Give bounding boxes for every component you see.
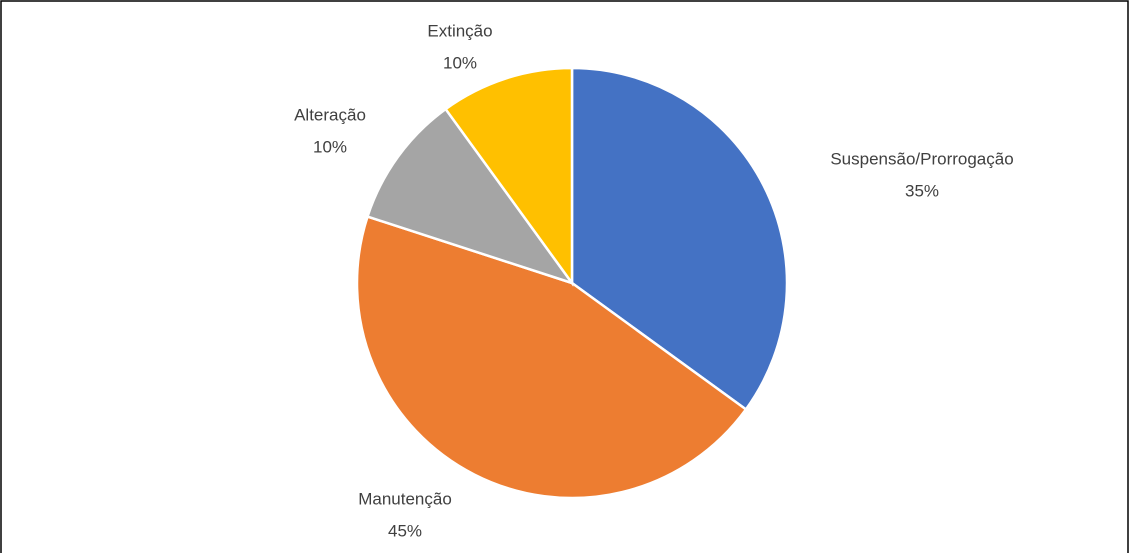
slice-value-label: 35%	[905, 181, 939, 200]
pie-slice	[365, 107, 576, 286]
slice-value-label: 45%	[388, 521, 422, 540]
pie-slice	[570, 66, 789, 412]
slice-label: Alteração	[294, 105, 366, 124]
slice-label: Suspensão/Prorrogação	[830, 149, 1013, 168]
slice-label: Extinção	[427, 21, 492, 40]
slice-label: Manutenção	[358, 489, 452, 508]
pie-slice	[355, 214, 748, 500]
slice-value-label: 10%	[443, 53, 477, 72]
pie-slice	[443, 66, 574, 287]
slice-value-label: 10%	[313, 137, 347, 156]
